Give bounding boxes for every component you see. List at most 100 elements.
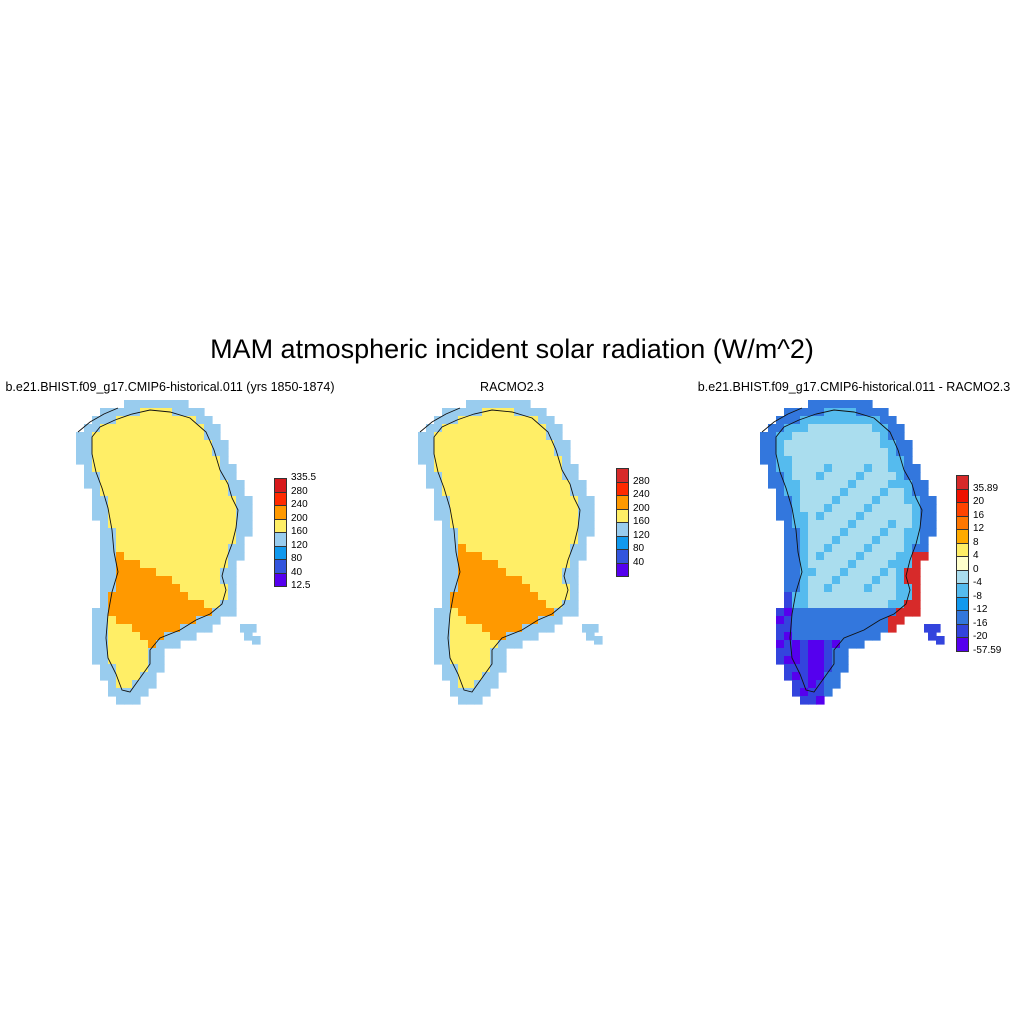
grid-cell <box>800 456 809 465</box>
grid-cell <box>522 400 531 409</box>
grid-cell <box>816 648 825 657</box>
grid-cell <box>132 648 141 657</box>
grid-cell <box>832 520 841 529</box>
grid-cell <box>880 520 889 529</box>
grid-cell <box>172 440 181 449</box>
grid-cell <box>434 480 443 489</box>
grid-cell <box>442 512 451 521</box>
grid-cell <box>140 544 149 553</box>
grid-cell <box>156 520 165 529</box>
grid-cell <box>570 552 579 561</box>
grid-cell <box>244 632 253 641</box>
grid-cell <box>450 560 459 569</box>
grid-cell <box>816 408 825 417</box>
colorbar-box <box>616 549 629 564</box>
grid-cell <box>172 408 181 417</box>
grid-cell <box>148 664 157 673</box>
grid-cell <box>864 560 873 569</box>
grid-cell <box>864 512 873 521</box>
grid-cell <box>506 424 515 433</box>
grid-cell <box>474 640 483 649</box>
grid-cell <box>570 560 579 569</box>
grid-cell <box>784 536 793 545</box>
grid-cell <box>148 408 157 417</box>
grid-cell <box>792 464 801 473</box>
grid-cell <box>450 608 459 617</box>
grid-cell <box>816 416 825 425</box>
grid-cell <box>832 504 841 513</box>
grid-cell <box>458 544 467 553</box>
grid-cell <box>768 472 777 481</box>
grid-cell <box>442 632 451 641</box>
grid-cell <box>196 584 205 593</box>
grid-cell <box>482 408 491 417</box>
grid-cell <box>108 504 117 513</box>
grid-cell <box>848 568 857 577</box>
grid-cell <box>474 648 483 657</box>
grid-cell <box>124 464 133 473</box>
grid-cell <box>180 608 189 617</box>
grid-cell <box>864 472 873 481</box>
grid-cell <box>856 472 865 481</box>
grid-cell <box>466 416 475 425</box>
grid-cell <box>172 448 181 457</box>
grid-cell <box>904 536 913 545</box>
grid-cell <box>816 656 825 665</box>
grid-cell <box>562 456 571 465</box>
grid-cell <box>140 656 149 665</box>
grid-cell <box>466 512 475 521</box>
grid-cell <box>450 496 459 505</box>
grid-cell <box>880 624 889 633</box>
grid-cell <box>824 552 833 561</box>
grid-cell <box>100 584 109 593</box>
grid-cell <box>108 512 117 521</box>
grid-cell <box>116 464 125 473</box>
grid-cell <box>840 456 849 465</box>
grid-cell <box>924 624 933 633</box>
grid-cell <box>808 600 817 609</box>
grid-cell <box>482 416 491 425</box>
grid-cell <box>474 440 483 449</box>
grid-cell <box>530 448 539 457</box>
grid-cell <box>180 528 189 537</box>
grid-cell <box>116 592 125 601</box>
grid-cell <box>808 496 817 505</box>
grid-cell <box>808 512 817 521</box>
grid-cell <box>490 400 499 409</box>
grid-cell <box>800 640 809 649</box>
grid-cell <box>124 560 133 569</box>
grid-cell <box>474 672 483 681</box>
grid-cell <box>108 648 117 657</box>
grid-cell <box>554 480 563 489</box>
grid-cell <box>522 488 531 497</box>
grid-cell <box>792 496 801 505</box>
grid-cell <box>808 672 817 681</box>
grid-cell <box>148 648 157 657</box>
grid-cell <box>538 512 547 521</box>
grid-cell <box>188 576 197 585</box>
grid-cell <box>490 664 499 673</box>
grid-cell <box>156 608 165 617</box>
grid-cell <box>792 440 801 449</box>
grid-cell <box>156 632 165 641</box>
grid-cell <box>498 576 507 585</box>
grid-cell <box>490 528 499 537</box>
grid-cell <box>784 456 793 465</box>
grid-cell <box>482 608 491 617</box>
grid-cell <box>228 584 237 593</box>
grid-cell <box>474 544 483 553</box>
grid-cell <box>212 488 221 497</box>
grid-cell <box>848 480 857 489</box>
grid-cell <box>240 624 249 633</box>
grid-cell <box>840 576 849 585</box>
grid-cell <box>450 632 459 641</box>
grid-cell <box>904 552 913 561</box>
grid-cell <box>554 440 563 449</box>
grid-cell <box>554 496 563 505</box>
grid-cell <box>132 680 141 689</box>
grid-cell <box>188 480 197 489</box>
grid-cell <box>522 632 531 641</box>
grid-cell <box>832 680 841 689</box>
grid-cell <box>124 456 133 465</box>
grid-cell <box>442 440 451 449</box>
